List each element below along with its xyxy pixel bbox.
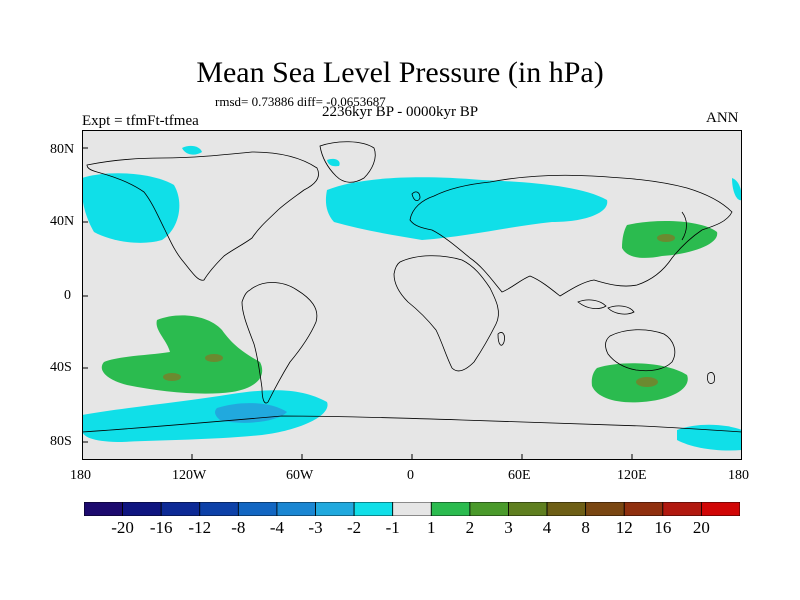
lon-label-180w: 180 <box>70 468 91 483</box>
experiment-label: Expt = tfmFt-tfmea <box>82 113 199 129</box>
colorbar-label: -3 <box>308 518 323 537</box>
sio-core <box>636 377 658 387</box>
colorbar-box <box>585 502 625 516</box>
nwp-core <box>657 234 675 242</box>
colorbar-box <box>546 502 587 516</box>
axis-ticks <box>82 147 633 460</box>
colorbar-label: 3 <box>504 518 513 537</box>
colorbar-box <box>160 502 201 516</box>
season-label: ANN <box>706 110 739 126</box>
lat-label-80s: 80S <box>50 434 72 449</box>
lon-label-180e: 180 <box>728 468 749 483</box>
coast-new-zealand <box>707 372 715 384</box>
arctic-patch-2 <box>327 158 340 167</box>
colorbar-box <box>469 502 509 516</box>
sp-core-2 <box>163 373 181 381</box>
colorbar-box <box>392 502 432 516</box>
coast-north-america <box>86 151 319 281</box>
colorbar-box <box>508 502 548 516</box>
colorbar-box <box>623 502 664 516</box>
pacific-east-patch <box>732 178 742 201</box>
colorbar-label: -4 <box>269 518 285 537</box>
colorbar-box <box>237 502 278 516</box>
world-map <box>82 130 742 460</box>
period-label: 2236kyr BP - 0000kyr BP <box>321 104 479 120</box>
coast-antarctica <box>82 415 742 433</box>
colorbar-label: -1 <box>385 518 400 537</box>
colorbar-label: -2 <box>347 518 362 537</box>
lon-label-60e: 60E <box>508 468 531 483</box>
coast-europe-asia <box>409 174 733 297</box>
colorbar-box <box>199 502 239 516</box>
southern-ocean-deep-low <box>215 403 287 423</box>
colorbar-box <box>276 502 316 516</box>
colorbar-box <box>122 502 162 516</box>
coastlines <box>82 141 742 433</box>
coast-uk <box>411 191 421 201</box>
colorbar-label: -8 <box>231 518 246 537</box>
lat-label-40n: 40N <box>50 214 75 229</box>
sp-core-1 <box>205 354 223 362</box>
colorbar-box <box>84 502 123 516</box>
lon-label-0: 0 <box>407 468 414 483</box>
high-pressure-cores <box>163 234 675 387</box>
south-pacific-high <box>101 315 263 394</box>
lon-label-120w: 120W <box>172 468 207 483</box>
map-title: Mean Sea Level Pressure (in hPa) <box>196 56 604 89</box>
coast-africa <box>393 255 499 372</box>
colorbar-label: -16 <box>149 518 173 537</box>
colorbar-label: -20 <box>111 518 134 537</box>
coast-indonesia <box>577 299 635 315</box>
colorbar-box <box>662 502 702 516</box>
colorbar-box <box>701 502 740 516</box>
colorbar-box <box>353 502 394 516</box>
coast-australia <box>605 329 676 372</box>
coast-madagascar <box>497 332 505 346</box>
arctic-patch-1 <box>182 145 202 155</box>
colorbar-label: 4 <box>542 518 552 537</box>
lat-label-0: 0 <box>64 288 71 303</box>
colorbar-box <box>430 502 471 516</box>
colorbar-label: 2 <box>465 518 475 537</box>
colorbar-label: 20 <box>692 518 710 537</box>
colorbar-label: -12 <box>188 518 212 537</box>
coast-south-america <box>241 282 318 404</box>
lon-label-60w: 60W <box>286 468 314 483</box>
lat-label-40s: 40S <box>50 360 72 375</box>
north-atlantic-eurasia-low <box>325 177 608 240</box>
coast-japan <box>681 211 687 241</box>
colorbar-label: 16 <box>654 518 672 537</box>
coast-greenland <box>319 141 376 183</box>
lon-label-120e: 120E <box>617 468 647 483</box>
colorbar-label: 12 <box>615 518 633 537</box>
colorbar <box>84 502 740 516</box>
colorbar-label: 1 <box>427 518 436 537</box>
stats-label: rmsd= 0.73886 diff= -0.0653687 <box>215 94 386 109</box>
lat-label-80n: 80N <box>50 142 75 157</box>
colorbar-box <box>315 502 355 516</box>
colorbar-label: 8 <box>581 518 590 537</box>
negative-anomaly-regions <box>82 145 742 451</box>
north-pacific-low <box>82 173 180 243</box>
